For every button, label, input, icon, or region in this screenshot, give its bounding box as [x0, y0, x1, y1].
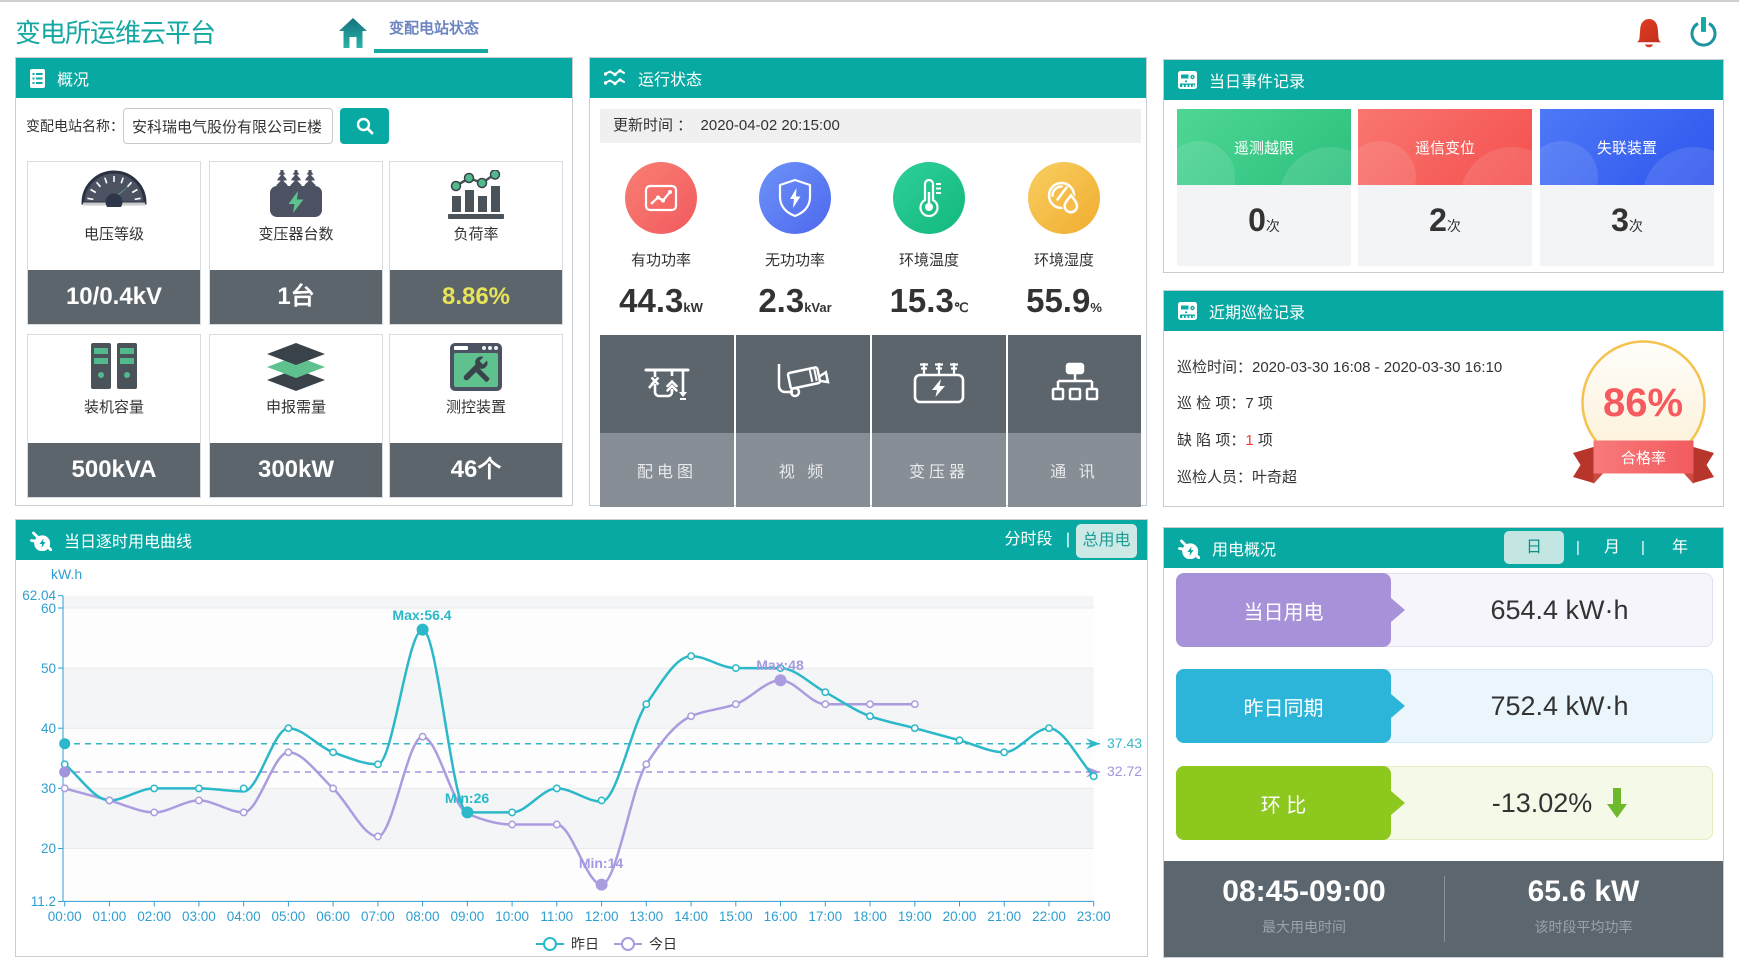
svg-text:12:00: 12:00: [585, 909, 619, 924]
svg-text:今日: 今日: [649, 936, 677, 952]
svg-text:15:00: 15:00: [719, 909, 753, 924]
svg-text:18:00: 18:00: [853, 909, 887, 924]
svg-text:14:00: 14:00: [674, 909, 708, 924]
svg-text:合格率: 合格率: [1621, 450, 1666, 467]
svg-text:01:00: 01:00: [93, 909, 127, 924]
svg-text:16:00: 16:00: [764, 909, 798, 924]
svg-text:00:00: 00:00: [48, 909, 82, 924]
svg-text:20: 20: [41, 841, 56, 856]
svg-text:19:00: 19:00: [898, 909, 932, 924]
svg-text:06:00: 06:00: [316, 909, 350, 924]
svg-text:04:00: 04:00: [227, 909, 261, 924]
svg-text:09:00: 09:00: [451, 909, 485, 924]
svg-text:11:00: 11:00: [540, 909, 573, 924]
svg-text:62.04: 62.04: [22, 588, 56, 603]
svg-text:60: 60: [41, 601, 56, 616]
svg-text:05:00: 05:00: [272, 909, 306, 924]
svg-text:kW.h: kW.h: [51, 566, 82, 582]
svg-text:08:00: 08:00: [406, 909, 440, 924]
svg-text:86%: 86%: [1603, 381, 1683, 425]
svg-text:37.43: 37.43: [1107, 735, 1142, 751]
svg-text:10:00: 10:00: [495, 909, 529, 924]
svg-text:40: 40: [41, 721, 56, 736]
svg-text:32.72: 32.72: [1107, 763, 1142, 779]
svg-text:11.2: 11.2: [31, 894, 56, 909]
svg-text:30: 30: [41, 781, 56, 796]
svg-text:20:00: 20:00: [943, 909, 977, 924]
svg-text:22:00: 22:00: [1032, 909, 1066, 924]
svg-text:50: 50: [41, 661, 56, 676]
svg-text:21:00: 21:00: [987, 909, 1021, 924]
svg-text:Max:48: Max:48: [756, 657, 804, 673]
svg-text:Min:26: Min:26: [445, 790, 490, 806]
svg-text:昨日: 昨日: [571, 936, 599, 952]
svg-text:07:00: 07:00: [361, 909, 395, 924]
svg-text:Min:14: Min:14: [579, 855, 624, 871]
svg-text:03:00: 03:00: [182, 909, 216, 924]
svg-text:Max:56.4: Max:56.4: [392, 607, 451, 623]
svg-text:02:00: 02:00: [137, 909, 171, 924]
svg-text:17:00: 17:00: [808, 909, 842, 924]
svg-text:13:00: 13:00: [629, 909, 663, 924]
svg-text:23:00: 23:00: [1077, 909, 1111, 924]
